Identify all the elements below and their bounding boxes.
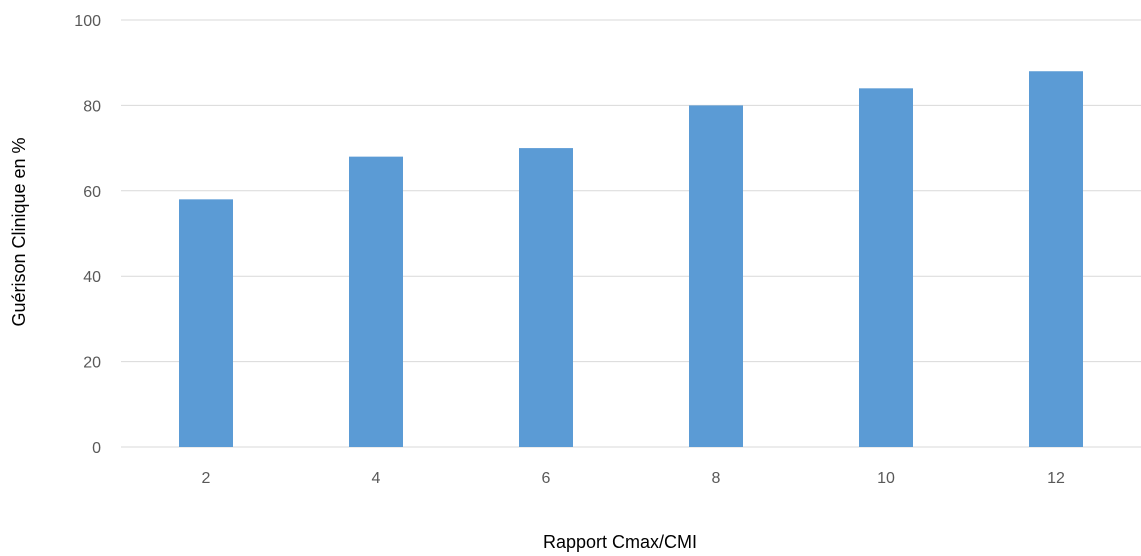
y-tick-label: 0	[92, 440, 101, 457]
y-axis-ticks: 0 20 40 60 80 100	[74, 13, 101, 457]
bar-8	[689, 105, 743, 448]
y-tick-label: 60	[83, 184, 101, 201]
gridlines	[121, 19, 1141, 448]
y-axis-title: Guérison Clinique en %	[9, 137, 29, 326]
x-tick-label: 8	[712, 470, 721, 487]
x-tick-label: 10	[877, 470, 895, 487]
x-tick-label: 12	[1047, 470, 1065, 487]
x-axis-ticks: 2 4 6 8 10 12	[202, 470, 1065, 487]
bars	[179, 71, 1083, 448]
y-tick-label: 40	[83, 269, 101, 286]
bar-4	[349, 156, 403, 447]
bar-12	[1029, 71, 1083, 448]
x-axis-title: Rapport Cmax/CMI	[543, 532, 697, 552]
x-tick-label: 2	[202, 470, 211, 487]
bar-10	[859, 88, 913, 447]
x-tick-label: 4	[372, 470, 381, 487]
bar-6	[519, 148, 573, 447]
y-tick-label: 100	[74, 13, 101, 30]
y-tick-label: 80	[83, 98, 101, 115]
y-tick-label: 20	[83, 355, 101, 372]
bar-2	[179, 199, 233, 447]
x-tick-label: 6	[542, 470, 551, 487]
